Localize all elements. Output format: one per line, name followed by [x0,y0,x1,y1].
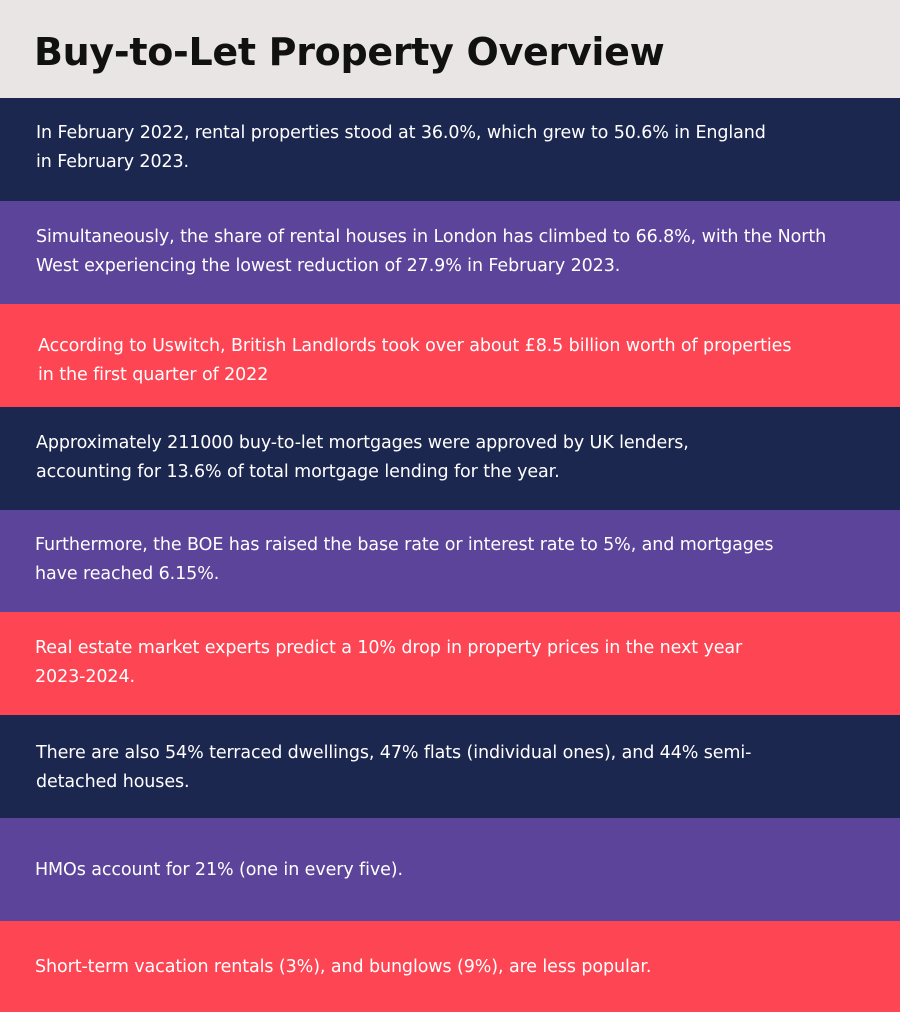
fact-band: According to Uswitch, British Landlords … [0,304,900,407]
fact-text: Real estate market experts predict a 10%… [35,638,743,687]
page-title: Buy-to-Let Property Overview [34,30,665,74]
fact-band: HMOs account for 21% (one in every five)… [0,818,900,921]
fact-text: In February 2022, rental properties stoo… [36,123,766,172]
fact-band: Furthermore, the BOE has raised the base… [0,510,900,612]
fact-text: Furthermore, the BOE has raised the base… [35,535,774,584]
fact-band: Real estate market experts predict a 10%… [0,612,900,715]
fact-band: Approximately 211000 buy-to-let mortgage… [0,407,900,510]
fact-text: HMOs account for 21% (one in every five)… [35,860,403,880]
page-header: Buy-to-Let Property Overview [0,0,900,98]
fact-text: Short-term vacation rentals (3%), and bu… [35,957,652,977]
fact-band: Simultaneously, the share of rental hous… [0,201,900,304]
fact-text: Simultaneously, the share of rental hous… [36,227,827,276]
fact-band: In February 2022, rental properties stoo… [0,98,900,201]
fact-band: Short-term vacation rentals (3%), and bu… [0,921,900,1012]
fact-text: There are also 54% terraced dwellings, 4… [36,743,752,792]
fact-text: According to Uswitch, British Landlords … [38,336,792,385]
fact-band: There are also 54% terraced dwellings, 4… [0,715,900,818]
fact-text: Approximately 211000 buy-to-let mortgage… [36,433,689,482]
